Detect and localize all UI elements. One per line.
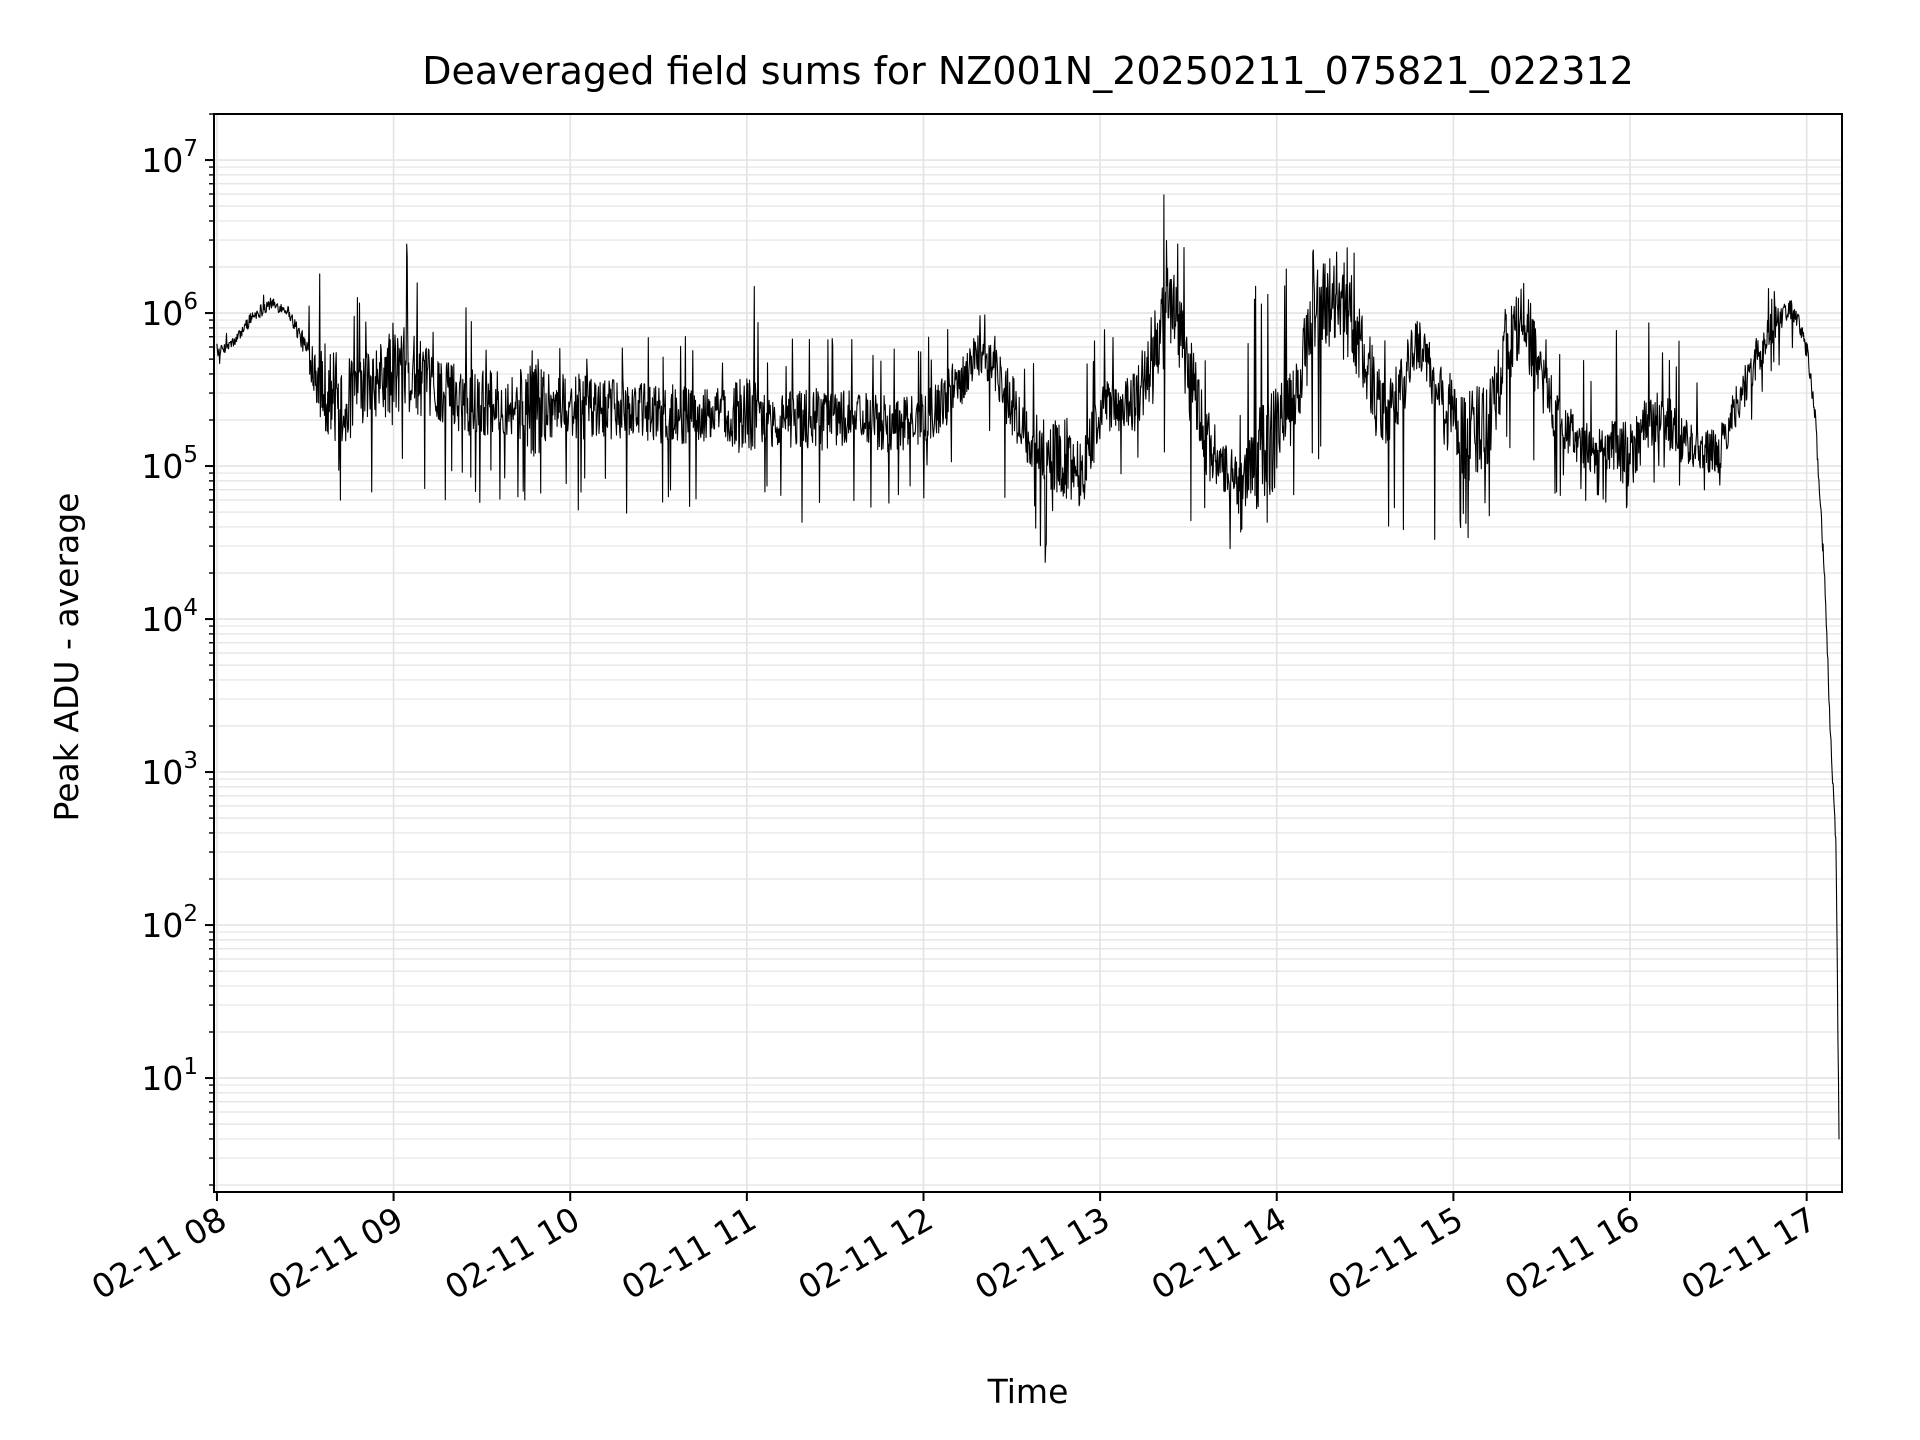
y-axis: 101 102 103 104 105 106 107 xyxy=(141,113,214,1186)
y-tick-label: 101 xyxy=(141,1054,198,1098)
series-layer xyxy=(216,194,1840,1140)
series-line-0 xyxy=(216,194,1840,1140)
chart-title: Deaveraged field sums for NZ001N_2025021… xyxy=(422,49,1634,93)
grid xyxy=(214,113,1842,1192)
x-axis-label: Time xyxy=(987,1372,1069,1411)
y-tick-label: 106 xyxy=(141,289,198,333)
y-tick-label: 105 xyxy=(141,442,198,486)
y-tick-label: 107 xyxy=(141,136,198,180)
y-tick-label: 103 xyxy=(141,748,198,792)
y-tick-label: 102 xyxy=(141,901,198,945)
y-axis-label: Peak ADU - average xyxy=(47,493,86,822)
y-tick-label: 104 xyxy=(141,595,198,639)
